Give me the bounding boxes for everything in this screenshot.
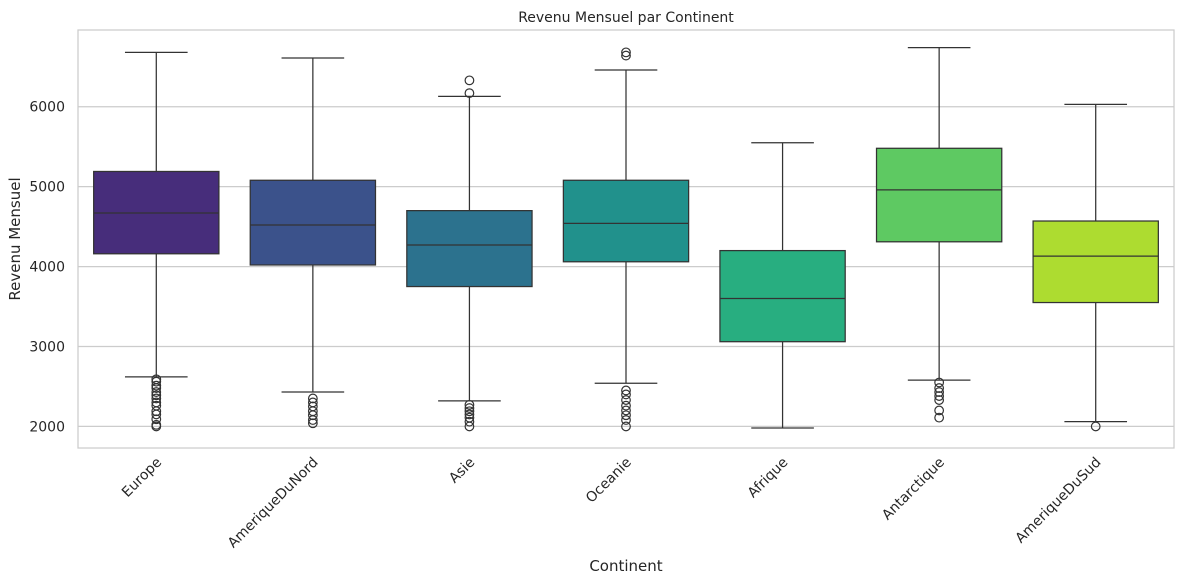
box-iqr <box>249 179 377 266</box>
box-group <box>249 57 377 429</box>
outlier-point <box>151 419 162 430</box>
outlier-point <box>621 47 631 58</box>
outlier-point <box>151 387 162 397</box>
x-tick-labels: Europe AmeriqueDuNord Asie Oceanie Afrique An… <box>119 455 1105 552</box>
box-series <box>93 46 1159 432</box>
outlier-point <box>464 412 475 423</box>
outlier-point <box>621 415 631 425</box>
chart-title: Revenu Mensuel par Continent <box>518 10 734 26</box>
y-tick-label: 3000 <box>29 339 65 355</box>
outlier-point <box>621 385 631 396</box>
outlier-point <box>464 88 475 99</box>
outlier-point <box>151 376 162 387</box>
outlier-point <box>464 75 475 86</box>
x-tick-label: Antarctique <box>879 455 948 524</box>
plot-frame <box>77 29 1175 449</box>
box-group <box>562 47 690 432</box>
x-axis-label: Continent <box>589 557 662 575</box>
outlier-point <box>934 405 945 416</box>
outlier-point <box>934 391 945 401</box>
outlier-point <box>934 377 945 388</box>
y-tick-label: 6000 <box>29 100 65 116</box>
box-group <box>93 51 220 432</box>
outlier-point <box>934 387 945 397</box>
y-axis-label: Revenu Mensuel <box>6 177 24 300</box>
outlier-point <box>621 395 631 405</box>
outlier-point <box>621 400 631 411</box>
outlier-point <box>621 389 631 400</box>
outlier-point <box>621 405 631 416</box>
outlier-point <box>151 374 162 385</box>
outlier-point <box>934 412 945 423</box>
outlier-point <box>934 383 945 393</box>
outlier-point <box>464 399 475 410</box>
outlier-point <box>307 418 318 429</box>
outlier-point <box>151 380 162 391</box>
outlier-point <box>151 400 162 411</box>
y-tick-labels: 2000 3000 4000 5000 6000 <box>29 100 65 436</box>
box-iqr <box>406 210 533 288</box>
outlier-point <box>464 403 475 413</box>
box-group <box>719 142 846 429</box>
outlier-point <box>151 393 162 404</box>
x-tick-label: Europe <box>119 455 165 501</box>
outlier-point <box>464 409 475 420</box>
x-tick-label: Afrique <box>745 455 792 502</box>
box-iqr <box>875 147 1003 243</box>
outlier-point <box>307 393 318 404</box>
outlier-point <box>151 414 162 425</box>
outlier-point <box>1090 421 1101 432</box>
outlier-point <box>464 416 475 427</box>
outlier-point <box>151 390 162 401</box>
outlier-point <box>934 395 945 405</box>
outlier-point <box>307 401 318 412</box>
outlier-point <box>307 397 318 408</box>
x-tick-label: Oceanie <box>583 455 635 507</box>
box-iqr <box>1032 220 1159 304</box>
box-group <box>406 75 533 432</box>
outlier-point <box>621 421 631 432</box>
x-tick-label: AmeriqueDuSud <box>1013 455 1105 547</box>
box-iqr <box>562 179 690 263</box>
box-iqr <box>719 249 846 343</box>
y-tick-label: 2000 <box>29 419 65 435</box>
box-group <box>1032 103 1159 432</box>
x-tick-label: Asie <box>446 455 478 487</box>
outlier-point <box>621 410 631 421</box>
outlier-point <box>621 50 631 61</box>
y-tick-label: 5000 <box>29 180 65 196</box>
x-tick-label: AmeriqueDuNord <box>225 455 322 552</box>
outlier-point <box>151 397 162 408</box>
box-group <box>875 46 1003 423</box>
outlier-point <box>464 406 475 417</box>
y-tick-label: 4000 <box>29 260 65 276</box>
